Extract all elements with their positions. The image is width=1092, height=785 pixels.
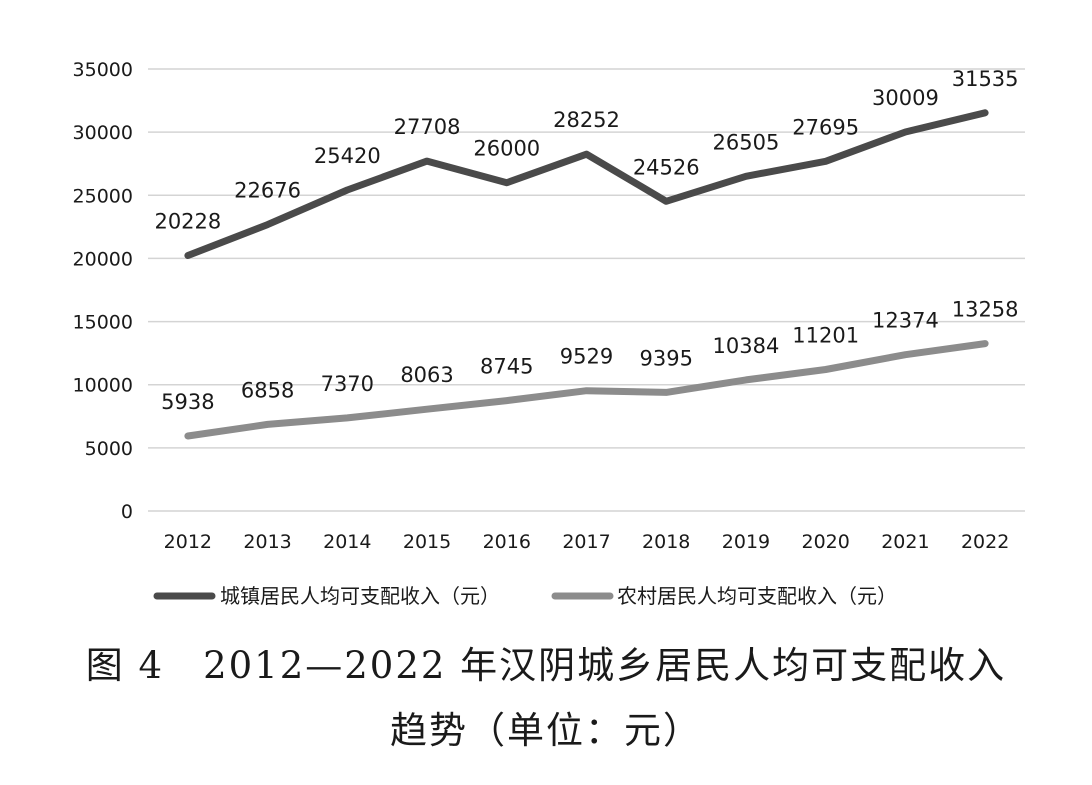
x-tick-label: 2021 — [881, 531, 929, 553]
data-label: 25420 — [314, 144, 381, 168]
legend: 城镇居民人均可支配收入（元） 农村居民人均可支配收入（元） — [153, 584, 897, 608]
figure-caption-line-2: 趋势（单位：元） — [390, 709, 702, 752]
x-tick-label: 2018 — [642, 531, 690, 553]
gridlines — [148, 68, 1025, 512]
x-tick-label: 2020 — [802, 531, 850, 553]
y-tick-label: 5000 — [85, 438, 133, 460]
x-tick-label: 2015 — [403, 531, 451, 553]
series-line-2 — [184, 340, 989, 440]
data-label: 13258 — [952, 298, 1019, 322]
x-axis-tick-labels: 2012 2013 2014 2015 2016 2017 2018 2019 2020 2021… — [164, 531, 1010, 553]
data-label: 7370 — [321, 372, 374, 396]
data-label: 6858 — [241, 378, 294, 402]
data-label: 26000 — [473, 137, 540, 161]
x-tick-label: 2019 — [722, 531, 770, 553]
data-label: 30009 — [872, 86, 939, 110]
y-tick-label: 20000 — [73, 248, 133, 270]
data-label: 11201 — [792, 324, 859, 348]
data-label: 26505 — [713, 130, 780, 154]
data-label: 31535 — [952, 67, 1019, 91]
data-label: 9395 — [640, 346, 693, 370]
data-label: 8745 — [480, 355, 533, 379]
data-label: 10384 — [713, 334, 780, 358]
x-tick-label: 2014 — [323, 531, 371, 553]
x-tick-label: 2022 — [961, 531, 1009, 553]
y-tick-label: 25000 — [73, 185, 133, 207]
series-line-1 — [184, 109, 989, 259]
data-label: 22676 — [234, 179, 301, 203]
data-label: 12374 — [872, 309, 939, 333]
data-label: 9529 — [560, 345, 613, 369]
x-tick-label: 2017 — [562, 531, 610, 553]
y-tick-label: 15000 — [73, 312, 133, 334]
figure-caption-line-1: 图 4 2012—2022 年汉阴城乡居民人均可支配收入 — [85, 644, 1007, 687]
data-label: 5938 — [161, 390, 214, 414]
data-label: 27695 — [792, 115, 859, 139]
data-label: 28252 — [553, 108, 620, 132]
data-labels: 20228 22676 25420 27708 26000 28252 24526 26505… — [154, 67, 1018, 414]
x-tick-label: 2012 — [164, 531, 212, 553]
legend-label: 城镇居民人均可支配收入（元） — [220, 584, 500, 608]
data-label: 24526 — [633, 155, 700, 179]
data-label: 8063 — [400, 363, 453, 387]
series-lines — [184, 109, 989, 440]
y-tick-label: 35000 — [73, 59, 133, 81]
y-tick-label: 30000 — [73, 122, 133, 144]
y-axis-tick-labels: 0 5000 10000 15000 20000 25000 30000 35000 — [73, 59, 133, 523]
y-tick-label: 0 — [121, 501, 133, 523]
x-tick-label: 2013 — [243, 531, 291, 553]
y-tick-label: 10000 — [73, 375, 133, 397]
data-label: 20228 — [154, 210, 221, 234]
data-label: 27708 — [394, 115, 461, 139]
x-tick-label: 2016 — [483, 531, 531, 553]
legend-label: 农村居民人均可支配收入（元） — [617, 584, 897, 608]
